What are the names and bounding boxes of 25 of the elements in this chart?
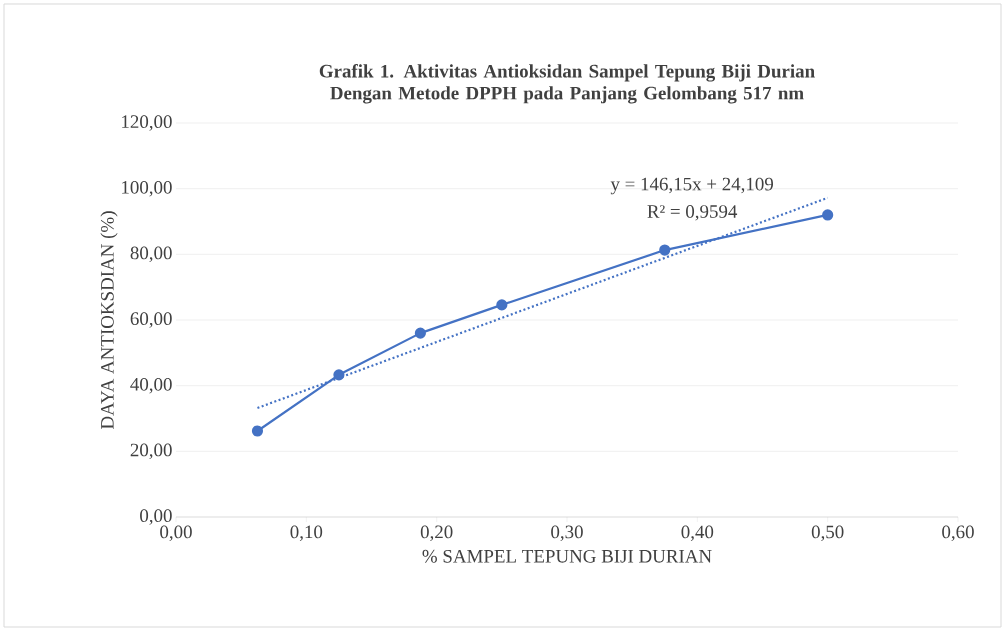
x-tick-label: 0,50	[811, 525, 844, 542]
x-tick-label: 0,40	[681, 525, 714, 542]
y-tick-label: 80,00	[130, 246, 172, 263]
y-tick-label: 0,00	[140, 509, 172, 525]
y-tick-label: 60,00	[130, 312, 172, 328]
chart-title: Grafik 1. Aktivitas Antioksidan Sampel Tepung Biji Durian Dengan Metode DPPH pada Panjang Gelombang 517 nm	[319, 64, 815, 104]
point	[822, 209, 834, 221]
y-axis-title: DAYA ANTIOKSDIAN (%)	[100, 211, 118, 429]
annotation: y = 146,15x + 24,109	[610, 177, 774, 195]
y-tick-label: 120,00	[122, 115, 172, 131]
point	[659, 244, 671, 256]
x-tick-label: 0,30	[551, 525, 583, 542]
y-tick-label: 20,00	[130, 443, 172, 460]
point	[251, 425, 264, 437]
annotation: R² = 0,9594	[647, 205, 738, 221]
y-tick-label: 100,00	[122, 180, 172, 197]
point	[496, 299, 508, 311]
x-tick-label: 0,00	[160, 525, 192, 542]
x-tick-label: 0,10	[290, 525, 323, 542]
x-tick-label: 0,60	[942, 525, 974, 542]
x-axis-title: % SAMPEL TEPUNG BIJI DURIAN	[422, 549, 712, 563]
y-tick-label: 40,00	[130, 377, 172, 394]
point	[414, 327, 426, 339]
point	[333, 369, 345, 381]
x-tick-label: 0,20	[420, 525, 453, 542]
